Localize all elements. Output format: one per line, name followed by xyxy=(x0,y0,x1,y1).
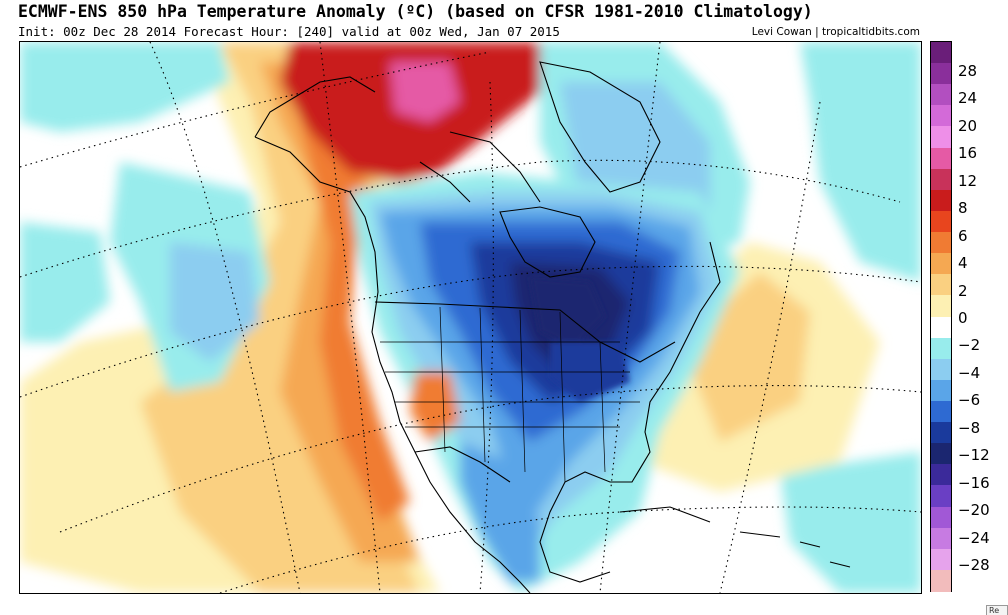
colorbar-tick-label: −16 xyxy=(958,473,990,492)
graticule-line xyxy=(59,385,921,533)
colorbar-cell xyxy=(931,400,951,423)
colorbar-cell xyxy=(931,168,951,191)
colorbar-tick-label: −4 xyxy=(958,363,981,382)
graticule-line xyxy=(20,265,921,398)
colorbar-cell xyxy=(931,506,951,529)
colorbar-tick-label: 12 xyxy=(958,171,978,190)
colorbar-cell xyxy=(931,548,951,571)
graticule-line xyxy=(149,42,301,593)
colorbar-tick-label: −12 xyxy=(958,446,990,465)
colorbar-tick-label: 0 xyxy=(958,309,968,327)
cold-pacific-north xyxy=(20,42,230,132)
warm-peak-inner xyxy=(405,72,445,107)
graticule-line xyxy=(20,159,901,278)
cold-pacific-west xyxy=(20,222,110,342)
warm-rockies-spot xyxy=(410,372,460,442)
colorbar-tick-label: 20 xyxy=(958,116,978,135)
cold-atlantic-far xyxy=(800,42,921,282)
colorbar-tick-label: 8 xyxy=(958,199,968,218)
graticule xyxy=(20,42,921,593)
colorbar-tick-label: 28 xyxy=(958,62,978,80)
anomaly-map-svg xyxy=(20,42,921,593)
colorbar-cell xyxy=(931,379,951,402)
colorbar-cell xyxy=(931,232,951,254)
coastline-caribbean-islands xyxy=(739,531,851,568)
border-us-canada xyxy=(374,301,676,363)
colorbar-tick-label: −6 xyxy=(958,391,981,410)
graticule-line xyxy=(319,42,381,593)
colorbar-cell xyxy=(931,358,951,381)
colorbar-cell xyxy=(931,84,951,106)
graticule-line xyxy=(719,101,821,593)
colorbar-cell xyxy=(931,443,951,465)
colorbar-cell xyxy=(931,337,951,360)
colorbar-cell xyxy=(931,316,951,339)
cold-pacific-light xyxy=(170,242,260,362)
cold-caribbean xyxy=(780,452,921,593)
cold-mexico-band xyxy=(460,442,540,582)
colorbar-cell xyxy=(931,253,951,275)
map-subtitle: Init: 00z Dec 28 2014 Forecast Hour: [24… xyxy=(18,24,560,39)
colorbar-cell xyxy=(931,147,951,170)
colorbar-cell xyxy=(931,189,951,212)
colorbar-cell xyxy=(931,422,951,444)
colorbar-tick-label: 2 xyxy=(958,281,968,300)
map-credit: Levi Cowan | tropicaltidbits.com xyxy=(751,26,920,38)
anomaly-map xyxy=(19,41,922,594)
colorbar-tick-label: 24 xyxy=(958,89,978,108)
colorbar-cell xyxy=(931,295,951,318)
colorbar-tick-label: 6 xyxy=(958,226,968,245)
border-us-mexico xyxy=(414,446,511,483)
colorbar-tick-label: −28 xyxy=(958,556,990,574)
colorbar-cell xyxy=(931,485,951,508)
colorbar-cell xyxy=(931,274,951,296)
colorbar-tick-label: −8 xyxy=(958,418,981,437)
cold-core-inner xyxy=(530,277,605,347)
colorbar xyxy=(930,41,952,592)
coastline-alaska xyxy=(254,76,376,138)
coastlines xyxy=(254,61,851,593)
colorbar-cell xyxy=(931,126,951,149)
colorbar-cell xyxy=(931,527,951,550)
states-grid xyxy=(380,306,640,483)
colorbar-cell xyxy=(931,569,951,592)
coastline-greenland xyxy=(539,61,661,193)
coastline-west xyxy=(254,136,531,593)
coastline-east xyxy=(539,241,721,583)
colorbar-tick-label: 4 xyxy=(958,254,968,273)
coastline-hudson xyxy=(499,206,596,278)
colorbar-tick-label: −24 xyxy=(958,528,990,547)
corner-tab[interactable]: Re xyxy=(986,605,1008,615)
colorbar-tick-label: −2 xyxy=(958,336,981,355)
coastline-arctic-islands xyxy=(419,131,541,203)
colorbar-cell xyxy=(931,42,951,64)
graticule-line xyxy=(599,42,661,593)
map-title: ECMWF-ENS 850 hPa Temperature Anomaly (º… xyxy=(18,2,813,21)
colorbar-cell xyxy=(931,105,951,128)
colorbar-tick-label: 16 xyxy=(958,144,978,163)
colorbar-cell xyxy=(931,210,951,233)
warm-orange-coast xyxy=(290,82,410,522)
colorbar-cell xyxy=(931,63,951,85)
coastline-cuba xyxy=(619,506,711,523)
colorbar-cell xyxy=(931,464,951,486)
colorbar-tick-label: −20 xyxy=(958,501,990,520)
